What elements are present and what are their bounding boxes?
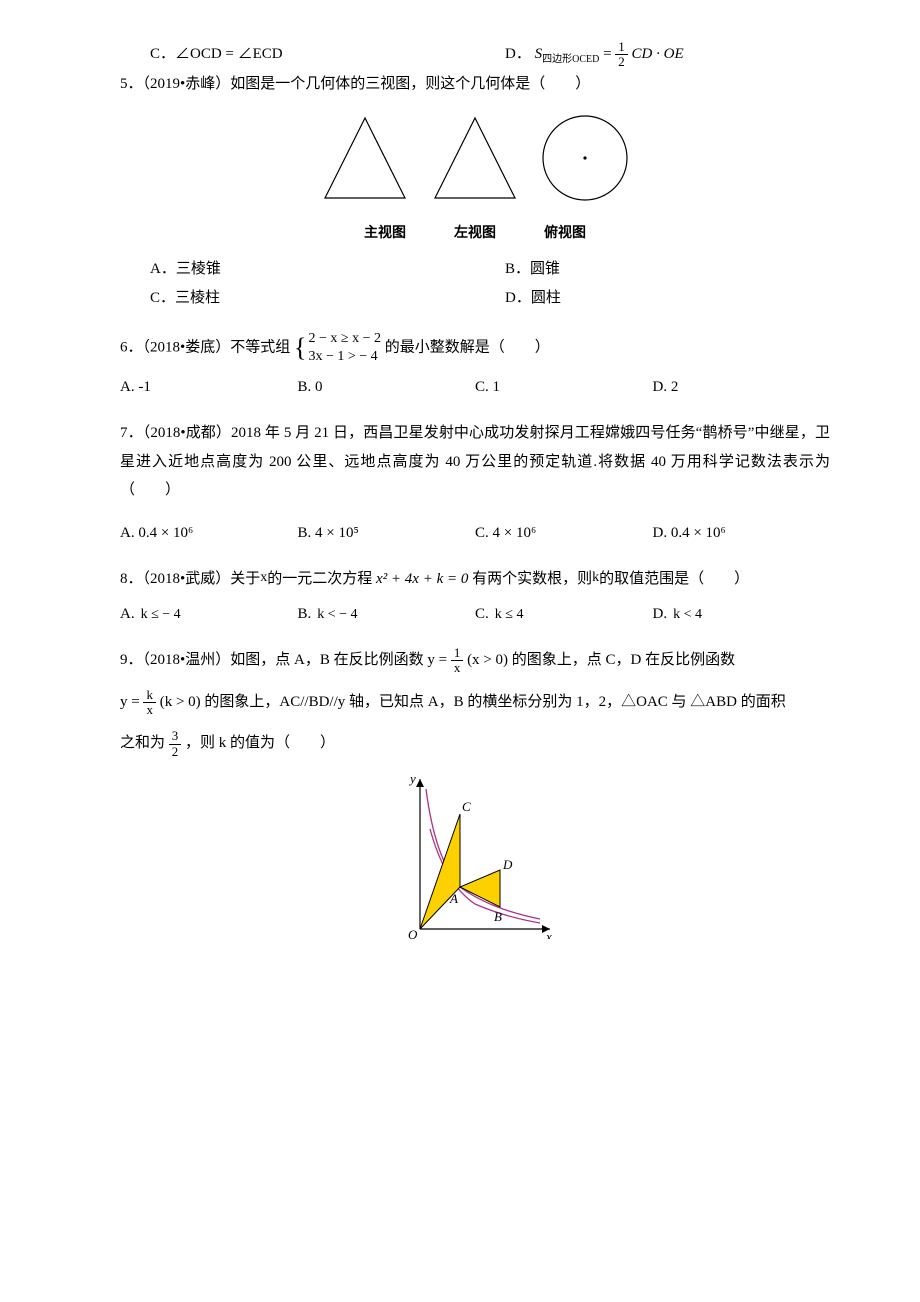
y-arrow-icon — [416, 779, 424, 787]
q6-ineq-2: 3x − 1 > − 4 — [309, 348, 381, 366]
label-A: A — [449, 891, 458, 906]
q6-options: A. -1 B. 0 C. 1 D. 2 — [120, 373, 830, 402]
q8-option-d: D. k < 4 — [653, 600, 831, 629]
triangle-abd — [460, 870, 500, 907]
q9-f1: y = 1x (x > 0) — [427, 652, 511, 668]
q6-stem: 6．（2018•娄底）不等式组 { 2 − x ≥ x − 2 3x − 1 >… — [120, 330, 830, 366]
top-view-center-dot — [583, 156, 586, 159]
q4-option-c: C．∠OCD = ∠ECD — [150, 40, 505, 70]
q9-f1-den: x — [451, 661, 464, 675]
q9-sum-frac: 3 2 — [169, 729, 182, 759]
label-D: D — [502, 857, 513, 872]
q8-option-c: C. k ≤ 4 — [475, 600, 653, 629]
q4d-S: S — [535, 46, 543, 62]
label-main-view: 主视图 — [364, 219, 406, 246]
q9-p1-suffix: 的图象上，点 C，D 在反比例函数 — [512, 652, 735, 668]
q4-option-d: D． S四边形OCED = 1 2 CD · OE — [505, 40, 860, 70]
q9-p2: 的图象上，AC//BD//y 轴，已知点 A，B 的横坐标分别为 1，2，△OA… — [204, 694, 785, 710]
q9-p1-prefix: 9．（2018•温州）如图，点 A，B 在反比例函数 — [120, 652, 427, 668]
q4d-frac: 1 2 — [615, 40, 628, 70]
q6-option-a: A. -1 — [120, 373, 298, 402]
q8-mid1: 的一元二次方程 — [267, 571, 372, 587]
q5-views-figure: 主视图 左视图 俯视图 — [120, 106, 830, 245]
q5-option-a: A．三棱锥 — [150, 255, 505, 284]
q8-stem: 8．（2018•武威）关于x的一元二次方程 x² + 4x + k = 0 有两… — [120, 565, 830, 594]
three-views-svg — [310, 106, 640, 206]
q9-figure: O y x C A D B — [120, 769, 830, 950]
q9-p3-prefix: 之和为 — [120, 735, 165, 751]
q6-stem-suffix: 的最小整数解是（ ） — [385, 340, 550, 356]
q8d-label: D. — [653, 600, 668, 629]
q8b-label: B. — [298, 600, 312, 629]
q9-f2-den: x — [143, 703, 156, 717]
label-y: y — [408, 771, 416, 786]
q9-f2: y = kx (k > 0) — [120, 694, 204, 710]
q4d-sub: 四边形OCED — [542, 54, 599, 65]
q6-option-d: D. 2 — [653, 373, 831, 402]
left-view-triangle — [435, 118, 515, 198]
q7-option-c: C. 4 × 10⁶ — [475, 519, 653, 548]
q5-option-b: B．圆锥 — [505, 255, 860, 284]
q9-sum-num: 3 — [169, 729, 182, 744]
q8a-label: A. — [120, 600, 135, 629]
q9-p3-suffix: ，则 k 的值为（ ） — [185, 735, 335, 751]
q8-suffix: 的取值范围是（ ） — [599, 571, 749, 587]
label-left-view: 左视图 — [454, 219, 496, 246]
q8-equation: x² + 4x + k = 0 — [376, 571, 468, 587]
q9-f1-num: 1 — [451, 646, 464, 661]
label-x: x — [545, 929, 552, 939]
q5-stem: 5．（2019•赤峰）如图是一个几何体的三视图，则这个几何体是（ ） — [120, 70, 830, 99]
q6-system: { 2 − x ≥ x − 2 3x − 1 > − 4 — [294, 330, 381, 366]
q8-mid2: 有两个实数根，则 — [472, 571, 592, 587]
q9-f1-cond: (x > 0) — [467, 652, 508, 668]
label-O: O — [408, 927, 418, 939]
q5-option-d: D．圆柱 — [505, 284, 860, 313]
q8-option-a: A. k ≤ − 4 — [120, 600, 298, 629]
q5-view-labels: 主视图 左视图 俯视图 — [120, 219, 830, 246]
q9-sum-den: 2 — [169, 745, 182, 759]
q7-options: A. 0.4 × 10⁶ B. 4 × 10⁵ C. 4 × 10⁶ D. 0.… — [120, 519, 830, 548]
q4d-frac-den: 2 — [615, 55, 628, 69]
q9-chart-svg: O y x C A D B — [390, 769, 560, 939]
q8-prefix: 8．（2018•武威）关于 — [120, 571, 260, 587]
q6-stem-prefix: 6．（2018•娄底）不等式组 — [120, 340, 290, 356]
label-C: C — [462, 799, 471, 814]
q9-f2-num: k — [143, 688, 156, 703]
q5-options-row1: A．三棱锥 B．圆锥 — [120, 255, 860, 284]
q8-option-b: B. k < − 4 — [298, 600, 476, 629]
q9-stem-line2: y = kx (k > 0) 的图象上，AC//BD//y 轴，已知点 A，B … — [120, 688, 830, 718]
q4d-prefix: D． — [505, 46, 531, 62]
q4d-frac-num: 1 — [615, 40, 628, 55]
q6-option-c: C. 1 — [475, 373, 653, 402]
q6-ineq-1: 2 − x ≥ x − 2 — [309, 330, 381, 348]
q9-f2-prefix: y = — [120, 694, 143, 710]
q6-option-b: B. 0 — [298, 373, 476, 402]
triangle-oac — [420, 814, 460, 929]
label-top-view: 俯视图 — [544, 219, 586, 246]
brace-icon: { — [294, 335, 306, 361]
q9-f1-prefix: y = — [427, 652, 450, 668]
q9-f2-cond: (k > 0) — [160, 694, 201, 710]
q7-option-d: D. 0.4 × 10⁶ — [653, 519, 831, 548]
q5-option-c: C．三棱柱 — [150, 284, 505, 313]
q7-option-a: A. 0.4 × 10⁶ — [120, 519, 298, 548]
q8-options: A. k ≤ − 4 B. k < − 4 C. k ≤ 4 D. k < 4 — [120, 600, 830, 629]
q8c-label: C. — [475, 600, 489, 629]
q4d-tail: CD · OE — [632, 46, 684, 62]
q7-option-b: B. 4 × 10⁵ — [298, 519, 476, 548]
q9-stem-line3: 之和为 3 2 ，则 k 的值为（ ） — [120, 729, 830, 759]
q4d-eq: = — [603, 46, 615, 62]
q7-stem: 7．（2018•成都）2018 年 5 月 21 日，西昌卫星发射中心成功发射探… — [120, 419, 830, 505]
label-B: B — [494, 909, 502, 924]
q4-options-row: C．∠OCD = ∠ECD D． S四边形OCED = 1 2 CD · OE — [120, 40, 860, 70]
q5-options-row2: C．三棱柱 D．圆柱 — [120, 284, 860, 313]
q9-stem-line1: 9．（2018•温州）如图，点 A，B 在反比例函数 y = 1x (x > 0… — [120, 646, 830, 676]
main-view-triangle — [325, 118, 405, 198]
